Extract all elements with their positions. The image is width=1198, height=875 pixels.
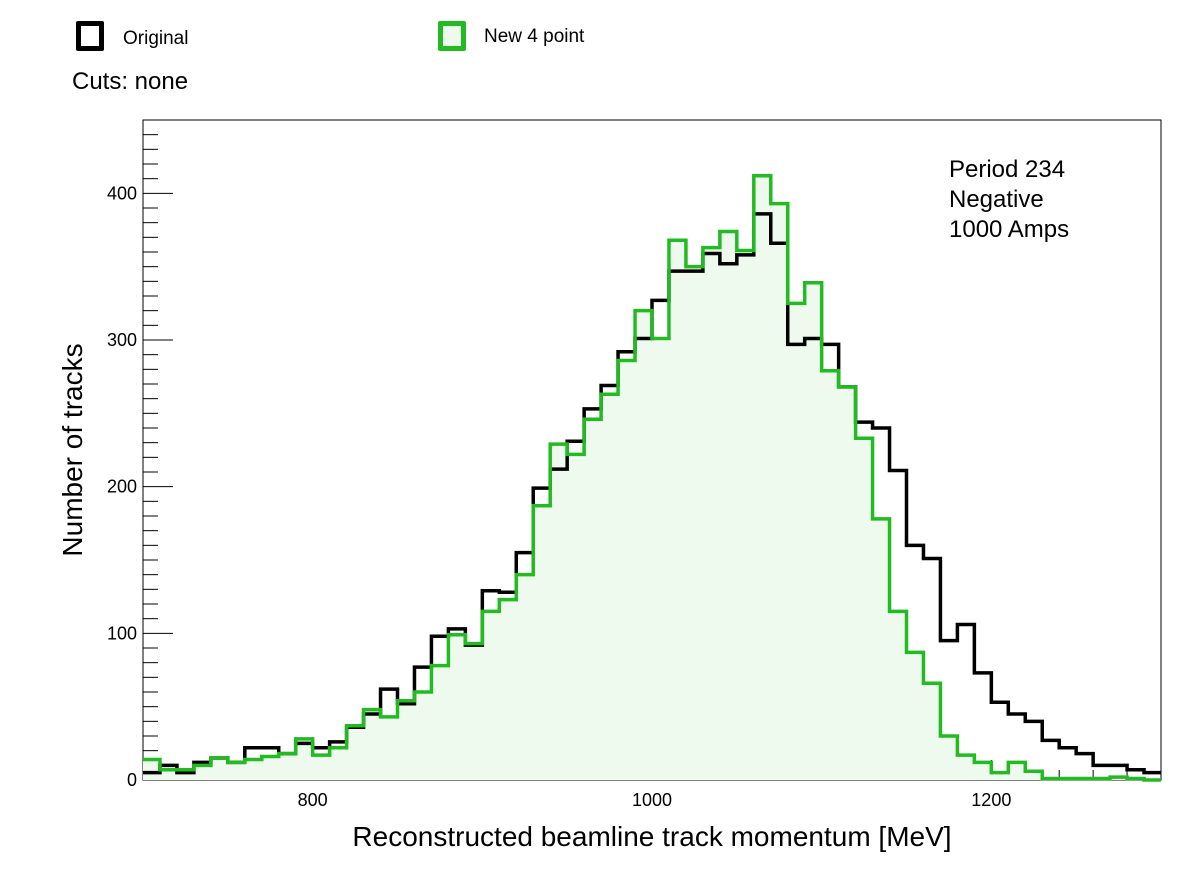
- x-tick-label: 1200: [971, 790, 1011, 810]
- x-axis-title: Reconstructed beamline track momentum [M…: [352, 821, 951, 852]
- annotation-period: Period 234: [949, 156, 1066, 183]
- x-tick-label: 1000: [632, 790, 672, 810]
- y-tick-label: 100: [107, 623, 137, 643]
- legend-swatch-original: [76, 21, 104, 51]
- tick-labels: 0 100 200 300 400 800 1000 1200: [107, 183, 1011, 810]
- y-tick-label: 200: [107, 477, 137, 497]
- x-tick-label: 800: [298, 790, 328, 810]
- series-new-line: [143, 173, 1161, 782]
- annotation-current: 1000 Amps: [949, 216, 1070, 243]
- y-tick-label: 300: [107, 330, 137, 350]
- annotation-polarity: Negative: [949, 186, 1044, 213]
- run-annotation: Period 234 Negative 1000 Amps: [949, 155, 1069, 245]
- series-new-fill: [143, 175, 1161, 780]
- legend-label-original: Original: [123, 28, 189, 49]
- y-tick-label: 400: [107, 183, 137, 203]
- cuts-text: Cuts: none: [72, 68, 189, 95]
- legend-swatch-new: [438, 21, 466, 51]
- y-axis-title: Number of tracks: [57, 343, 88, 556]
- legend-label-new: New 4 point: [484, 26, 585, 47]
- y-tick-label: 0: [127, 770, 137, 790]
